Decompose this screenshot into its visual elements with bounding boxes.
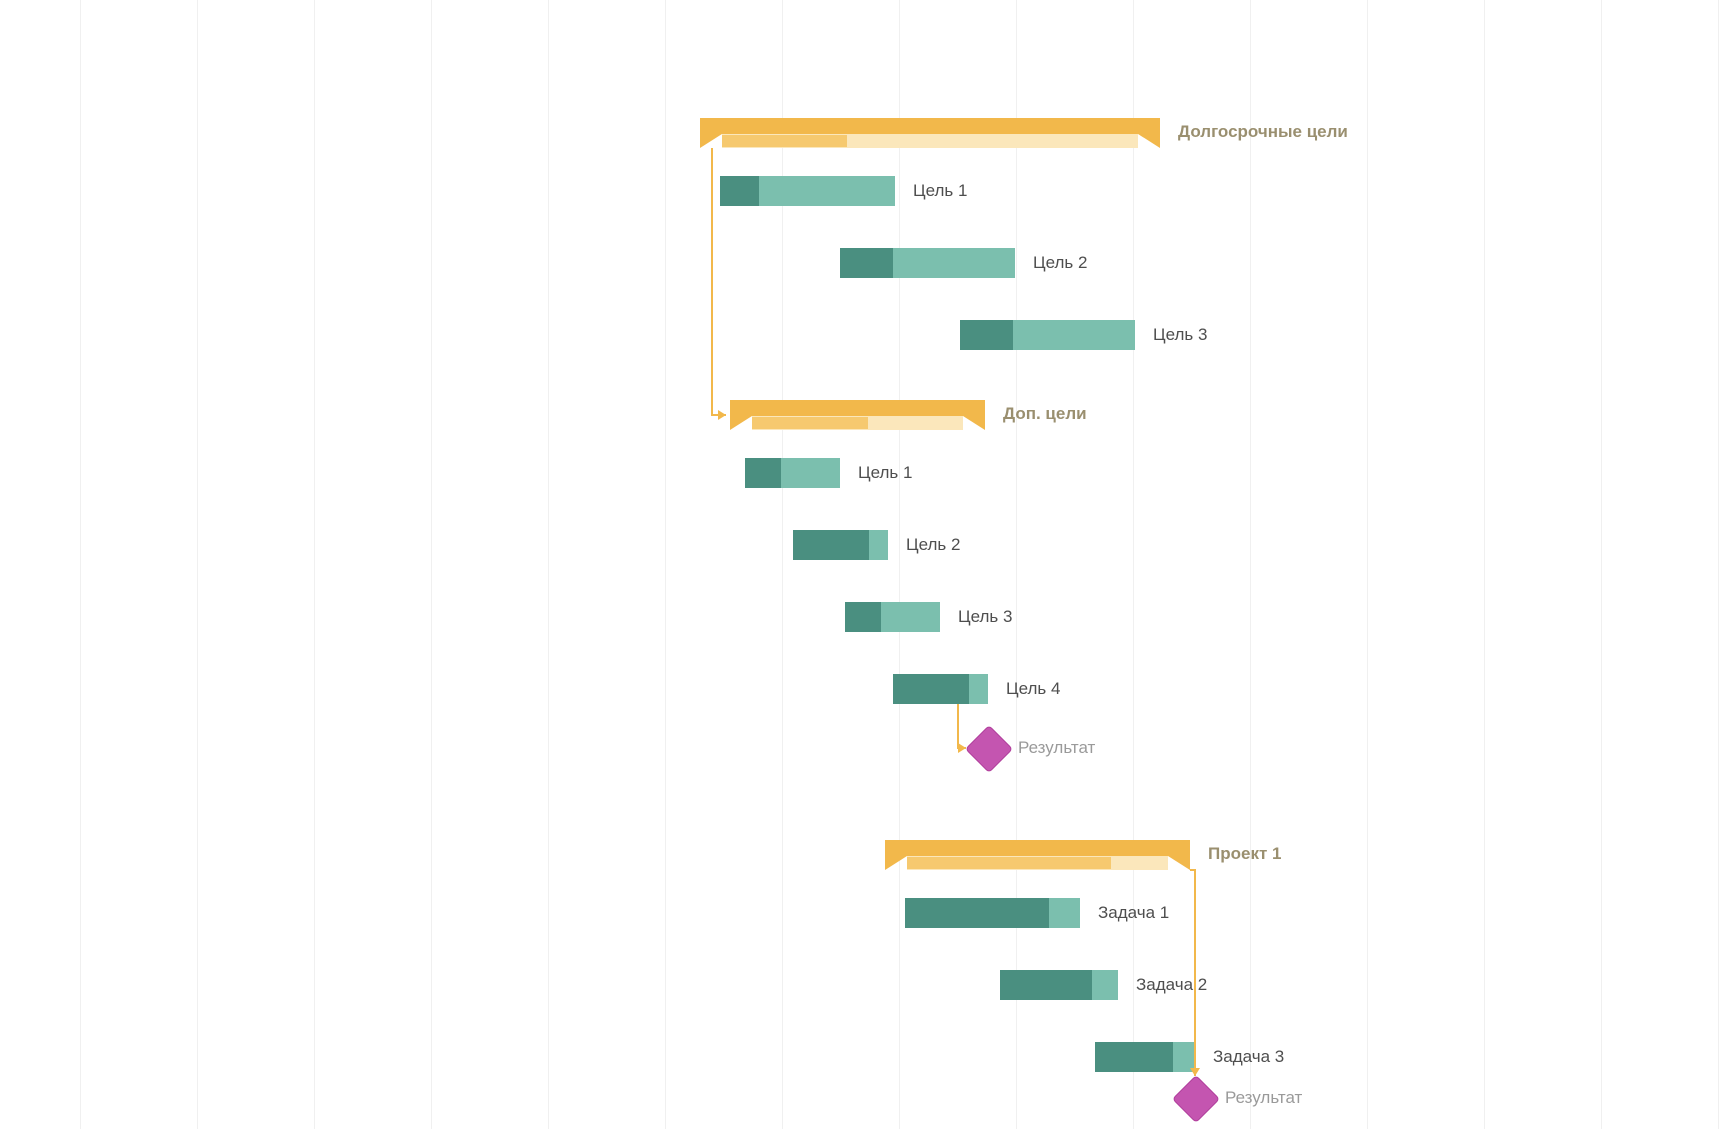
milestone-label: Результат [1225,1088,1302,1108]
gridline [314,0,315,1129]
task-bar[interactable] [793,530,888,560]
task-bar[interactable] [1095,1042,1195,1072]
gridline [548,0,549,1129]
gridline [899,0,900,1129]
task-bar[interactable] [905,898,1080,928]
task-label: Цель 3 [1153,325,1207,345]
group-bar[interactable] [730,400,985,430]
task-bar[interactable] [845,602,940,632]
task-bar[interactable] [960,320,1135,350]
gridline [1367,0,1368,1129]
task-bar[interactable] [1000,970,1118,1000]
group-bar[interactable] [700,118,1160,148]
task-bar[interactable] [720,176,895,206]
gridline [1601,0,1602,1129]
task-label: Задача 2 [1136,975,1207,995]
task-bar[interactable] [745,458,840,488]
task-label: Цель 2 [1033,253,1087,273]
gridline [197,0,198,1129]
milestone-diamond[interactable] [965,725,1013,773]
task-label: Задача 1 [1098,903,1169,923]
gridline [665,0,666,1129]
task-label: Цель 4 [1006,679,1060,699]
task-label: Цель 1 [858,463,912,483]
gridline [1133,0,1134,1129]
gantt-chart: Долгосрочные цели Цель 1 Цель 2 Цель 3 Доп. … [0,0,1727,1129]
gridline [782,0,783,1129]
task-label: Цель 2 [906,535,960,555]
gridline [1484,0,1485,1129]
milestone-label: Результат [1018,738,1095,758]
gridline [1718,0,1719,1129]
group-bar[interactable] [885,840,1190,870]
task-label: Задача 3 [1213,1047,1284,1067]
task-label: Цель 3 [958,607,1012,627]
milestone-diamond[interactable] [1172,1075,1220,1123]
gridline [1016,0,1017,1129]
task-bar[interactable] [840,248,1015,278]
task-label: Цель 1 [913,181,967,201]
group-label: Доп. цели [1003,404,1087,424]
gridline [1250,0,1251,1129]
gridline [431,0,432,1129]
gridline [80,0,81,1129]
group-label: Проект 1 [1208,844,1281,864]
group-label: Долгосрочные цели [1178,122,1348,142]
task-bar[interactable] [893,674,988,704]
